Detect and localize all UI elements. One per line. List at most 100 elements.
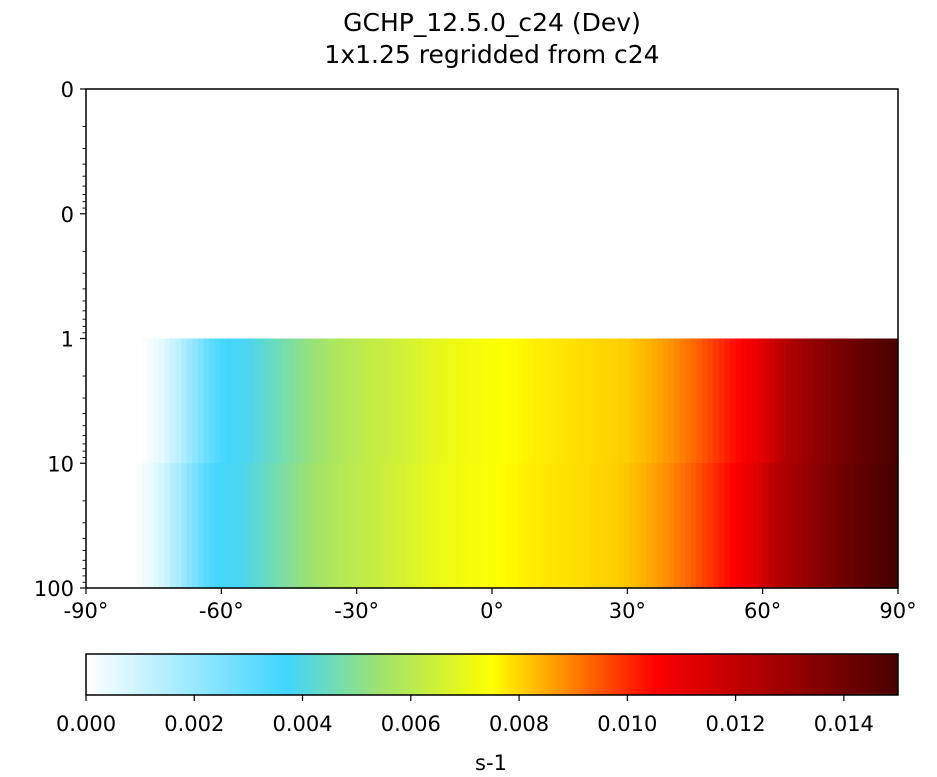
heatmap-cell (853, 463, 860, 589)
heatmap-cell (125, 463, 132, 589)
heatmap-cell (259, 463, 266, 589)
heatmap-cell (819, 463, 826, 589)
heatmap-cell (539, 338, 546, 464)
heatmap-cell (478, 463, 485, 589)
heatmap-cell (158, 338, 165, 464)
heatmap-cell (192, 338, 199, 464)
heatmap-cell (461, 338, 468, 464)
heatmap-cell (606, 338, 613, 464)
x-tick-label: 0° (480, 599, 504, 623)
heatmap-cell (332, 463, 339, 589)
heatmap-cell (506, 338, 513, 464)
heatmap-cell (270, 463, 277, 589)
heatmap-cell (528, 338, 535, 464)
heatmap-cell (623, 338, 630, 464)
heatmap-cell (752, 463, 759, 589)
y-tick-label: 0 (61, 203, 74, 227)
heatmap-cell (808, 463, 815, 589)
heatmap-cell (338, 463, 345, 589)
heatmap-cell (550, 338, 557, 464)
colorbar-tick-label: 0.014 (814, 712, 874, 736)
heatmap-cell (802, 338, 809, 464)
x-tick-label: -60° (199, 599, 244, 623)
heatmap-cell (696, 463, 703, 589)
heatmap-cell (595, 338, 602, 464)
heatmap-cell (494, 338, 501, 464)
heatmap-cell (136, 338, 143, 464)
heatmap-cell (830, 463, 837, 589)
heatmap-cell (718, 463, 725, 589)
heatmap-cell (713, 338, 720, 464)
heatmap-cell (354, 463, 361, 589)
heatmap-cell (847, 463, 854, 589)
heatmap-cell (175, 338, 182, 464)
heatmap-cell (662, 338, 669, 464)
heatmap-cell (248, 463, 255, 589)
heatmap-cell (791, 463, 798, 589)
heatmap-cell (746, 463, 753, 589)
heatmap-cell (338, 338, 345, 464)
heatmap-cell (786, 463, 793, 589)
heatmap-cell (590, 338, 597, 464)
heatmap-cell (119, 463, 126, 589)
heatmap-cell (360, 338, 367, 464)
heatmap-cell (438, 463, 445, 589)
heatmap-cell (108, 338, 115, 464)
heatmap-cell (450, 463, 457, 589)
heatmap-cell (102, 463, 109, 589)
heatmap-cell (864, 463, 871, 589)
heatmap-cell (466, 463, 473, 589)
colorbar-label: s-1 (475, 751, 507, 775)
heatmap-cell (713, 463, 720, 589)
heatmap-cell (399, 463, 406, 589)
heatmap-cell (349, 338, 356, 464)
heatmap-cell (735, 338, 742, 464)
heatmap-cell (326, 463, 333, 589)
heatmap-cell (97, 338, 104, 464)
heatmap-cell (769, 338, 776, 464)
heatmap-cell (662, 463, 669, 589)
heatmap-cell (472, 338, 479, 464)
heatmap-cell (657, 463, 664, 589)
heatmap-cell (254, 463, 261, 589)
heatmap-cell (763, 463, 770, 589)
heatmap-cell (270, 338, 277, 464)
heatmap-cell (578, 338, 585, 464)
heatmap-cell (730, 463, 737, 589)
heatmap-cell (186, 463, 193, 589)
heatmap-cell (562, 463, 569, 589)
heatmap-cell (618, 463, 625, 589)
heatmap-cell (500, 463, 507, 589)
heatmap-cell (248, 338, 255, 464)
heatmap-cell (707, 463, 714, 589)
heatmap-cell (685, 463, 692, 589)
heatmap-cell (494, 463, 501, 589)
heatmap-cell (147, 463, 154, 589)
heatmap-cell (170, 463, 177, 589)
heatmap-cell (438, 338, 445, 464)
heatmap-cell (444, 338, 451, 464)
heatmap-cell (769, 463, 776, 589)
heatmap-cell (623, 463, 630, 589)
heatmap-cell (674, 463, 681, 589)
heatmap-cell (231, 463, 238, 589)
heatmap-cell (164, 463, 171, 589)
heatmap-cell (814, 463, 821, 589)
heatmap-cell (870, 463, 877, 589)
heatmap-cell (366, 463, 373, 589)
heatmap-cell (808, 338, 815, 464)
heatmap-cell (601, 338, 608, 464)
heatmap-cell (433, 463, 440, 589)
heatmap-cell (634, 463, 641, 589)
heatmap-cell (242, 338, 249, 464)
colorbar: 0.000 0.002 0.004 0.006 0.008 0.010 0.012 0.014 (56, 653, 899, 736)
heatmap-cell (707, 338, 714, 464)
heatmap-cell (718, 338, 725, 464)
heatmap-cell (612, 338, 619, 464)
heatmap-cell (567, 338, 574, 464)
heatmap-cell (209, 338, 216, 464)
x-tick-label: 30° (609, 599, 646, 623)
heatmap-cell (640, 338, 647, 464)
heatmap-cell (679, 338, 686, 464)
y-tick-label: 0 (61, 78, 74, 102)
